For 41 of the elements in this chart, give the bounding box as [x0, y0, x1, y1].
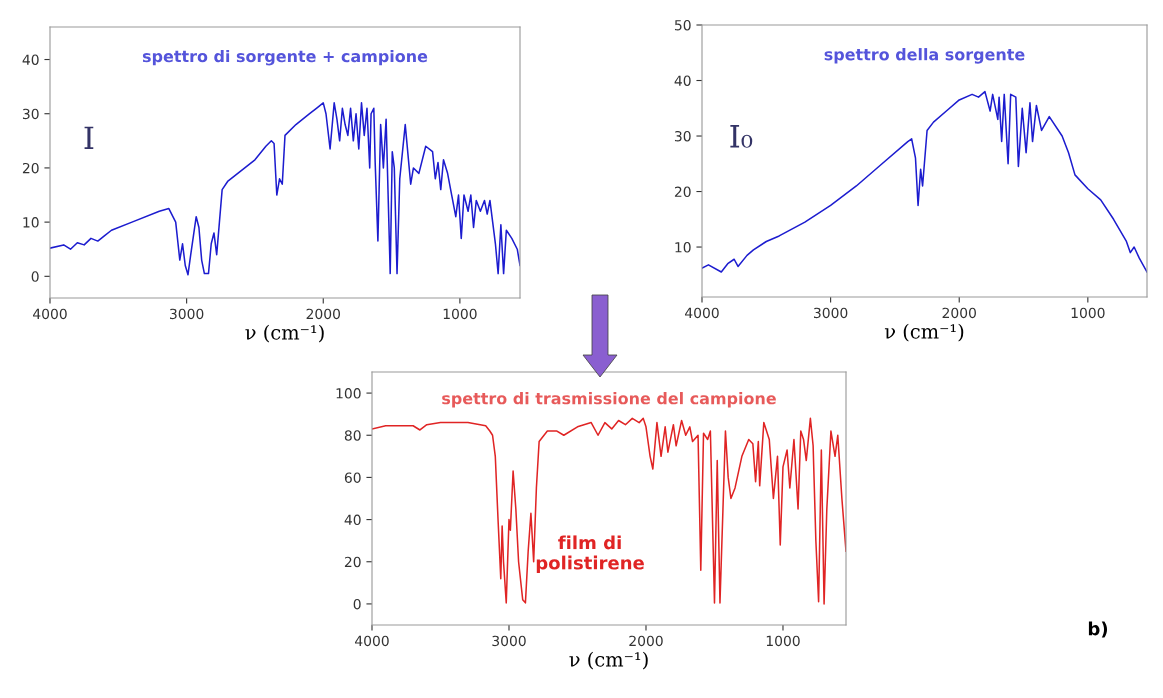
x-tick-label: 4000: [33, 308, 67, 320]
x-tick-label: 1000: [766, 635, 800, 647]
x-tick-label: 3000: [170, 308, 204, 320]
x-tick-label: 2000: [629, 635, 663, 647]
y-tick-label: 20: [22, 162, 39, 174]
y-tick-label: 30: [22, 108, 39, 120]
x-tick-label: 1000: [443, 308, 477, 320]
y-tick-label: 20: [344, 556, 361, 568]
x-tick-label: 1000: [1071, 307, 1105, 319]
y-tick-label: 10: [23, 217, 39, 228]
y-tick-label: 100: [336, 388, 361, 399]
y-tick-label: 50: [674, 19, 691, 31]
x-axis-title: ν (cm⁻¹): [245, 324, 324, 343]
y-tick-label: 0: [353, 598, 361, 610]
line-series: [372, 417, 846, 605]
y-tick-label: 80: [344, 430, 361, 441]
y-tick-label: 0: [31, 271, 39, 282]
text: spettro di sorgente + campione: [142, 49, 428, 66]
y-tick-label: 20: [674, 186, 691, 197]
text: spettro di trasmissione del campione: [442, 392, 776, 408]
line-series: [50, 102, 520, 276]
x-tick-label: 3000: [814, 307, 848, 319]
x-tick-label: 3000: [492, 635, 526, 647]
text: spettro della sorgente: [824, 48, 1025, 64]
x-tick-label: 4000: [685, 307, 719, 319]
annotation: I₀: [730, 125, 753, 148]
y-tick-label: 10: [675, 242, 691, 253]
y-tick-label: 40: [674, 75, 691, 86]
text: b): [1088, 621, 1108, 638]
y-tick-label: 40: [22, 54, 39, 65]
y-tick-label: 60: [344, 472, 361, 483]
x-tick-label: 2000: [942, 307, 976, 319]
annotation: film di polistirene: [536, 535, 644, 574]
x-axis-title: ν (cm⁻¹): [569, 651, 648, 670]
y-tick-label: 30: [674, 130, 691, 142]
y-tick-label: 40: [344, 514, 361, 526]
annotation: I: [84, 126, 94, 149]
line-series: [702, 90, 1147, 273]
x-tick-label: 2000: [306, 308, 341, 320]
x-axis-title: ν (cm⁻¹): [884, 323, 964, 342]
x-tick-label: 4000: [355, 635, 389, 647]
